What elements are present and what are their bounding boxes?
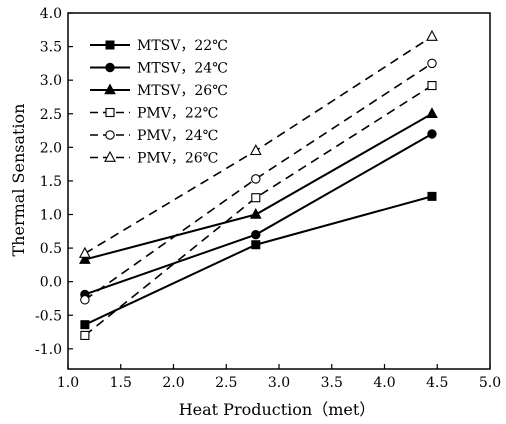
triangle-marker: [104, 83, 116, 95]
circle-marker: [427, 58, 437, 69]
y-tick-label: 3.5: [40, 40, 62, 56]
x-axis-label: Heat Production（met）: [179, 400, 376, 419]
square-marker: [427, 191, 437, 201]
square-marker: [251, 240, 261, 250]
triangle-marker: [426, 107, 438, 119]
triangle-marker: [78, 246, 91, 258]
triangle-marker: [249, 144, 262, 156]
legend-label: MTSV，24℃: [137, 61, 228, 77]
y-tick-label: -0.5: [35, 308, 62, 324]
legend-label: PMV，26℃: [137, 151, 218, 167]
y-tick-label: 1.0: [40, 208, 62, 224]
y-tick-label: 1.5: [40, 174, 62, 190]
series-group: [78, 29, 438, 340]
x-tick-label: 2.0: [162, 375, 184, 391]
triangle-marker: [79, 252, 91, 264]
triangle-marker: [426, 29, 438, 41]
legend-entry: MTSV，24℃: [90, 61, 228, 77]
legend-label: MTSV，26℃: [137, 83, 228, 99]
circle-marker: [251, 229, 261, 240]
y-tick-label: 3.0: [40, 73, 62, 89]
y-tick-label: -1.0: [35, 342, 62, 358]
circle-marker: [105, 130, 115, 140]
series-line: [84, 62, 433, 301]
x-tick-label: 4.0: [373, 375, 395, 391]
legend-entry: PMV，24℃: [90, 128, 218, 144]
legend-label: PMV，22℃: [137, 106, 218, 122]
series-solid-square: [80, 191, 437, 330]
circle-marker: [427, 129, 437, 139]
series-dashed-circle: [80, 58, 437, 305]
y-tick-label: 2.5: [40, 107, 62, 123]
series-dashed-square: [80, 80, 437, 340]
y-tick-label: 0.5: [40, 241, 62, 257]
series-dashed-triangle: [78, 29, 438, 258]
legend-entry: PMV，26℃: [90, 151, 218, 167]
circle-marker: [80, 295, 90, 305]
series-solid-triangle: [79, 107, 438, 264]
square-marker: [427, 80, 437, 91]
y-axis-label: Thermal Sensation: [9, 104, 28, 257]
x-tick-label: 1.5: [110, 375, 132, 391]
legend-label: MTSV，22℃: [137, 38, 228, 54]
legend-label: PMV，24℃: [137, 128, 218, 144]
x-tick-label: 4.5: [426, 375, 448, 391]
triangle-marker: [249, 207, 262, 219]
axes: 1.0 1.5 2.0 2.5 3.0 3.5 4.0 4.5 5.0 -1.0 -0.5 0.0 0.…: [35, 6, 501, 391]
square-marker: [105, 107, 115, 118]
circle-marker: [251, 174, 261, 184]
x-tick-label: 3.5: [321, 375, 343, 391]
square-marker: [251, 193, 261, 203]
square-marker: [105, 40, 115, 50]
legend-entry: MTSV，26℃: [90, 83, 228, 99]
legend-entry: PMV，22℃: [90, 106, 218, 122]
legend-entry: MTSV，22℃: [90, 38, 228, 54]
x-tick-label: 3.0: [268, 375, 290, 391]
y-tick-label: 4.0: [40, 6, 62, 22]
y-tick-label: 2.0: [40, 140, 62, 156]
y-tick-label: 0.0: [40, 275, 62, 291]
square-marker: [80, 320, 90, 330]
circle-marker: [105, 62, 115, 73]
x-tick-label: 5.0: [479, 375, 501, 391]
square-marker: [80, 330, 90, 340]
x-tick-label: 1.0: [57, 375, 79, 391]
triangle-marker: [104, 150, 116, 162]
x-tick-label: 2.5: [215, 375, 237, 391]
legend: MTSV，22℃ MTSV，24℃ MTSV，26℃ PMV，22℃ PMV，24℃ PM…: [90, 38, 228, 167]
